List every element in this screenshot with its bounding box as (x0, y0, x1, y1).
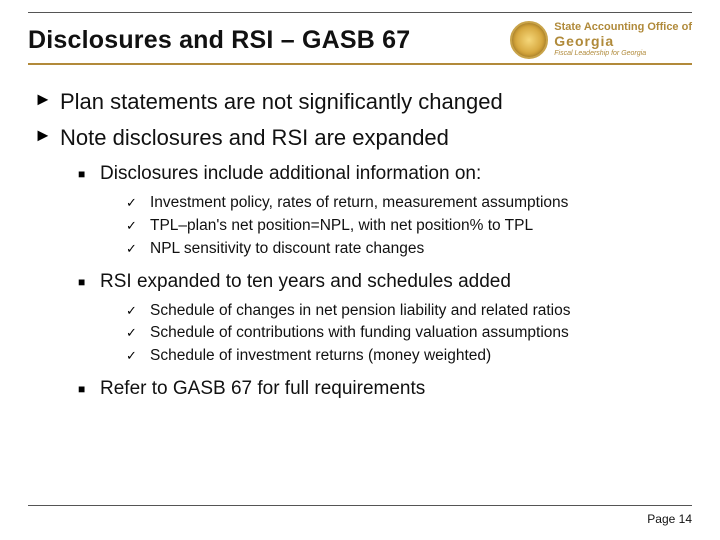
bullet-l3-text: Schedule of changes in net pension liabi… (150, 301, 571, 322)
content: ► Plan statements are not significantly … (28, 87, 692, 402)
logo-text: State Accounting Office of Georgia Fisca… (554, 22, 692, 58)
bullet-l2: ■ Disclosures include additional informa… (78, 162, 692, 187)
bullet-l1-text: Note disclosures and RSI are expanded (60, 123, 449, 153)
bullet-l3: ✓ TPL–plan's net position=NPL, with net … (126, 216, 692, 237)
footer: Page 14 (28, 505, 692, 526)
page-title: Disclosures and RSI – GASB 67 (28, 26, 410, 55)
logo-line2: Georgia (554, 34, 692, 49)
title-underline (28, 63, 692, 65)
bullet-l3: ✓ NPL sensitivity to discount rate chang… (126, 239, 692, 260)
bullet-l3-group: ✓ Investment policy, rates of return, me… (126, 193, 692, 260)
bullet-l3-text: Schedule of investment returns (money we… (150, 346, 491, 367)
footer-rule (28, 505, 692, 506)
bullet-l2-text: Refer to GASB 67 for full requirements (100, 377, 425, 402)
org-logo: State Accounting Office of Georgia Fisca… (510, 21, 692, 59)
bullet-l1: ► Note disclosures and RSI are expanded (34, 123, 692, 153)
logo-line3: Fiscal Leadership for Georgia (554, 50, 692, 57)
bullet-l3-text: Investment policy, rates of return, meas… (150, 193, 568, 214)
top-rule (28, 12, 692, 13)
header-row: Disclosures and RSI – GASB 67 State Acco… (28, 21, 692, 59)
bullet-l3: ✓ Schedule of investment returns (money … (126, 346, 692, 367)
check-icon: ✓ (126, 218, 138, 234)
check-icon: ✓ (126, 348, 138, 364)
check-icon: ✓ (126, 303, 138, 319)
bullet-l3-text: NPL sensitivity to discount rate changes (150, 239, 424, 260)
square-bullet-icon: ■ (78, 382, 86, 396)
bullet-l1: ► Plan statements are not significantly … (34, 87, 692, 117)
bullet-l3: ✓ Schedule of changes in net pension lia… (126, 301, 692, 322)
check-icon: ✓ (126, 241, 138, 257)
bullet-l3-text: Schedule of contributions with funding v… (150, 323, 569, 344)
arrow-icon: ► (34, 123, 50, 148)
bullet-l2: ■ RSI expanded to ten years and schedule… (78, 270, 692, 295)
arrow-icon: ► (34, 87, 50, 112)
bullet-l3-text: TPL–plan's net position=NPL, with net po… (150, 216, 533, 237)
bullet-l2: ■ Refer to GASB 67 for full requirements (78, 377, 692, 402)
check-icon: ✓ (126, 325, 138, 341)
bullet-l3: ✓ Schedule of contributions with funding… (126, 323, 692, 344)
state-seal-icon (510, 21, 548, 59)
bullet-l3-group: ✓ Schedule of changes in net pension lia… (126, 301, 692, 368)
bullet-l2-text: Disclosures include additional informati… (100, 162, 481, 187)
square-bullet-icon: ■ (78, 167, 86, 181)
bullet-l2-text: RSI expanded to ten years and schedules … (100, 270, 511, 295)
bullet-l1-text: Plan statements are not significantly ch… (60, 87, 503, 117)
bullet-l3: ✓ Investment policy, rates of return, me… (126, 193, 692, 214)
check-icon: ✓ (126, 195, 138, 211)
square-bullet-icon: ■ (78, 275, 86, 289)
page-number: Page 14 (28, 512, 692, 526)
